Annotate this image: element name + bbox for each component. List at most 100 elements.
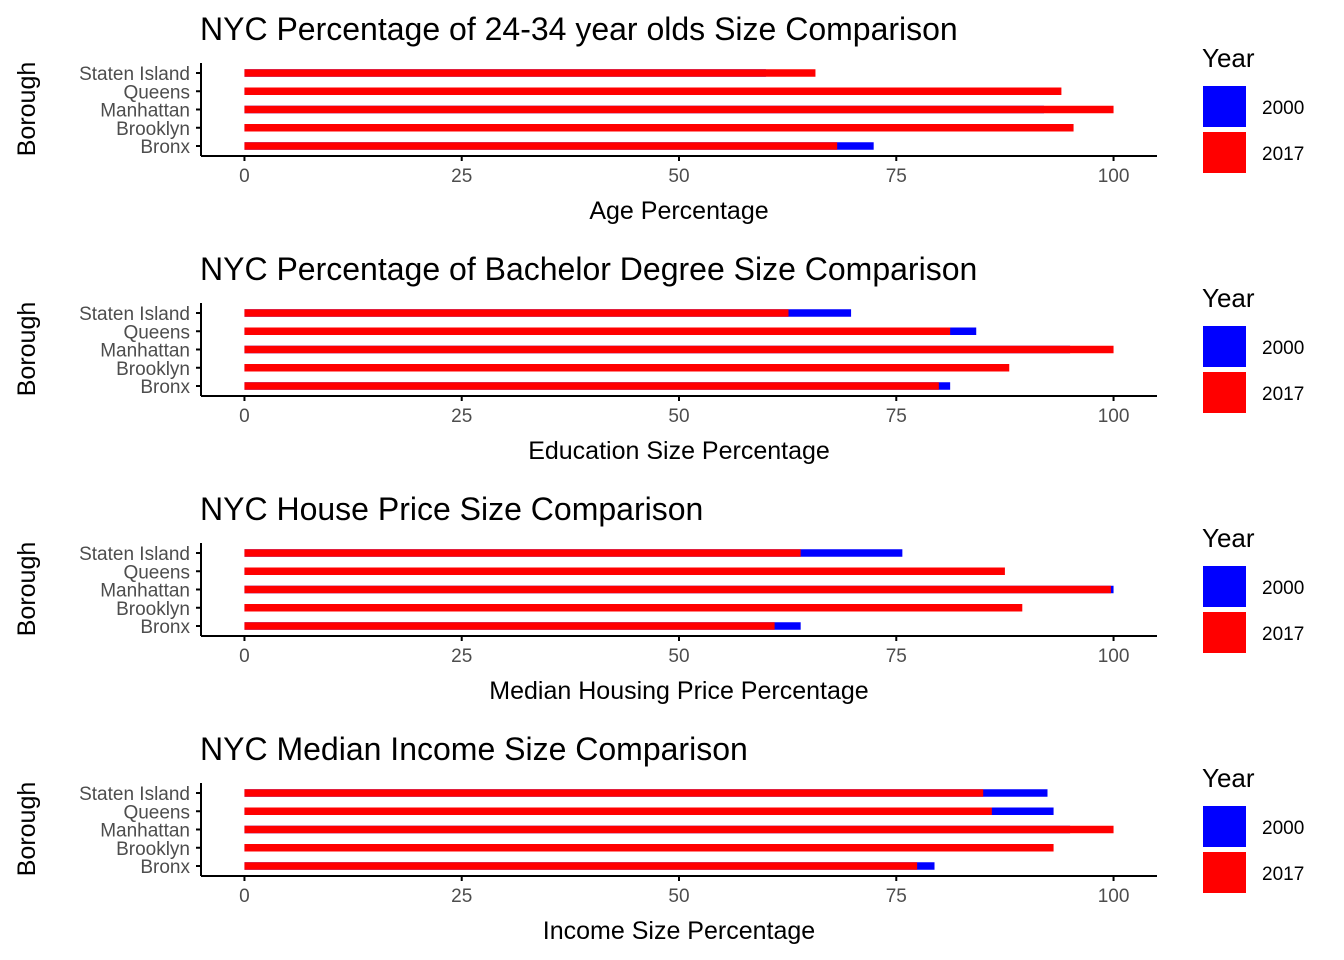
legend-label-2017: 2017 [1262, 144, 1304, 165]
legend: Year 2000 2017 [1202, 283, 1304, 413]
y-axis-title: Borough [13, 542, 41, 637]
bar-2017-brooklyn [244, 124, 1074, 132]
y-tick-label: Bronx [140, 617, 190, 638]
bar-2017-bronx [244, 862, 918, 870]
chart-title: NYC Percentage of Bachelor Degree Size C… [200, 251, 977, 287]
y-axis-title: Borough [13, 62, 41, 157]
bar-2017-queens [244, 327, 951, 335]
chart-panel-1: NYC Percentage of 24-34 year olds Size C… [13, 11, 1304, 225]
bar-2017-manhattan [244, 345, 1114, 354]
legend-swatch-2017 [1203, 612, 1246, 653]
bar-2017-queens [244, 87, 1062, 95]
legend-swatch-2000 [1203, 566, 1246, 607]
chart-title: NYC Percentage of 24-34 year olds Size C… [200, 11, 958, 47]
y-tick-label: Bronx [140, 377, 190, 398]
chart-panel-4: NYC Median Income Size Comparison BronxBr… [13, 731, 1304, 945]
bar-2017-bronx [244, 622, 775, 630]
x-tick-label: 50 [668, 646, 689, 667]
y-tick-label: Brooklyn [116, 839, 190, 860]
y-tick-label: Manhattan [100, 341, 190, 362]
y-tick-label: Manhattan [100, 101, 190, 122]
legend-label-2000: 2000 [1262, 578, 1304, 599]
y-tick-label: Queens [123, 82, 190, 103]
legend-label-2017: 2017 [1262, 624, 1304, 645]
legend: Year 2000 2017 [1202, 43, 1304, 173]
legend-label-2000: 2000 [1262, 98, 1304, 119]
x-tick-label: 75 [886, 886, 907, 907]
chart-title: NYC House Price Size Comparison [200, 491, 703, 527]
bar-2017-staten-island [244, 549, 801, 557]
x-tick-label: 0 [239, 166, 250, 187]
y-tick-label: Manhattan [100, 581, 190, 602]
bar-2017-manhattan [244, 585, 1111, 594]
legend-label-2000: 2000 [1262, 818, 1304, 839]
legend-swatch-2017 [1203, 132, 1246, 173]
legend-title: Year [1202, 283, 1255, 313]
y-tick-label: Staten Island [79, 64, 190, 85]
y-tick-label: Brooklyn [116, 119, 190, 140]
chart-panel-3: NYC House Price Size Comparison BronxBroo… [13, 491, 1304, 705]
x-tick-label: 0 [239, 646, 250, 667]
y-tick-label: Queens [123, 562, 190, 583]
legend-swatch-2000 [1203, 806, 1246, 847]
x-tick-label: 75 [886, 166, 907, 187]
x-tick-label: 0 [239, 886, 250, 907]
legend-title: Year [1202, 523, 1255, 553]
x-tick-label: 75 [886, 646, 907, 667]
y-tick-label: Queens [123, 322, 190, 343]
bar-2017-staten-island [244, 309, 789, 317]
bar-2017-staten-island [244, 789, 984, 797]
legend-title: Year [1202, 763, 1255, 793]
x-tick-label: 50 [668, 406, 689, 427]
legend-swatch-2017 [1203, 852, 1246, 893]
x-tick-label: 0 [239, 406, 250, 427]
legend-title: Year [1202, 43, 1255, 73]
x-tick-label: 25 [451, 646, 472, 667]
legend-swatch-2000 [1203, 86, 1246, 127]
x-tick-label: 50 [668, 886, 689, 907]
y-tick-label: Brooklyn [116, 359, 190, 380]
x-tick-label: 100 [1098, 166, 1130, 187]
legend-label-2000: 2000 [1262, 338, 1304, 359]
x-tick-label: 25 [451, 886, 472, 907]
x-axis-title: Age Percentage [589, 197, 768, 225]
y-tick-label: Staten Island [79, 544, 190, 565]
bar-2017-queens [244, 567, 1005, 575]
y-axis-title: Borough [13, 302, 41, 397]
x-axis-title: Education Size Percentage [528, 437, 830, 465]
y-axis-title: Borough [13, 782, 41, 877]
legend-label-2017: 2017 [1262, 864, 1304, 885]
bar-2017-queens [244, 807, 992, 815]
chart-title: NYC Median Income Size Comparison [200, 731, 748, 767]
legend-swatch-2000 [1203, 326, 1246, 367]
bar-2017-brooklyn [244, 364, 1010, 372]
y-tick-label: Bronx [140, 137, 190, 158]
bar-2017-bronx [244, 382, 939, 390]
legend-label-2017: 2017 [1262, 384, 1304, 405]
x-tick-label: 100 [1098, 406, 1130, 427]
bar-2017-bronx [244, 142, 838, 150]
y-tick-label: Staten Island [79, 784, 190, 805]
bar-2017-brooklyn [244, 844, 1054, 852]
legend: Year 2000 2017 [1202, 523, 1304, 653]
x-axis-title: Median Housing Price Percentage [489, 677, 868, 705]
chart-panel-2: NYC Percentage of Bachelor Degree Size C… [13, 251, 1304, 465]
y-tick-label: Bronx [140, 857, 190, 878]
y-tick-label: Queens [123, 802, 190, 823]
bar-2017-manhattan [244, 825, 1114, 834]
y-tick-label: Manhattan [100, 821, 190, 842]
bar-2017-brooklyn [244, 604, 1023, 612]
x-tick-label: 25 [451, 166, 472, 187]
bar-2017-staten-island [244, 69, 816, 77]
legend-swatch-2017 [1203, 372, 1246, 413]
x-tick-label: 75 [886, 406, 907, 427]
x-tick-label: 100 [1098, 886, 1130, 907]
x-tick-label: 50 [668, 166, 689, 187]
legend: Year 2000 2017 [1202, 763, 1304, 893]
x-axis-title: Income Size Percentage [543, 917, 815, 945]
x-tick-label: 25 [451, 406, 472, 427]
x-tick-label: 100 [1098, 646, 1130, 667]
y-tick-label: Brooklyn [116, 599, 190, 620]
bar-2017-manhattan [244, 105, 1114, 114]
